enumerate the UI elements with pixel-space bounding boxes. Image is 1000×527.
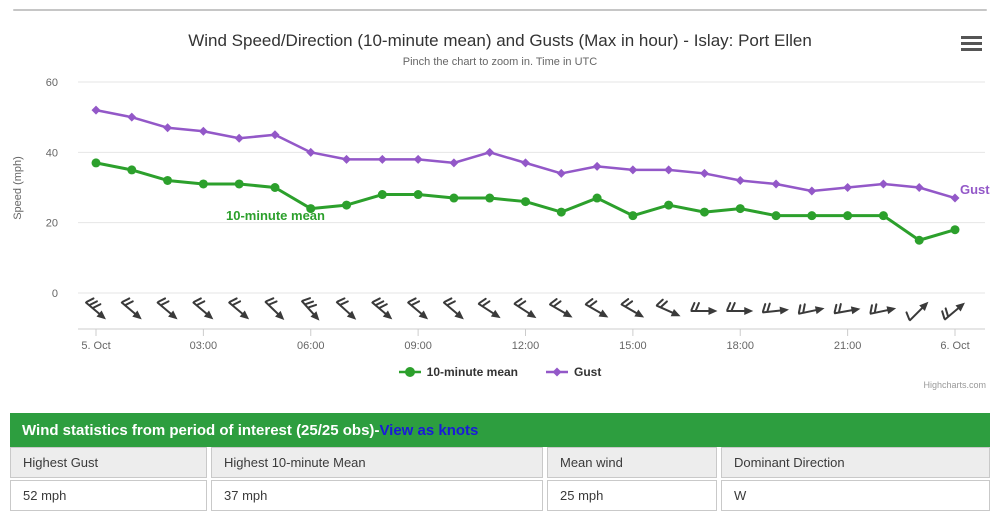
svg-text:03:00: 03:00 [190,340,218,352]
stats-bar: Wind statistics from period of interest … [10,413,990,447]
stats-separator: - [374,421,380,439]
chart-subtitle: Pinch the chart to zoom in. Time in UTC [402,56,598,68]
chart-title: Wind Speed/Direction (10-minute mean) an… [188,31,812,50]
gust-series-marker [546,367,568,377]
svg-text:0: 0 [52,288,58,300]
svg-text:5. Oct: 5. Oct [81,340,110,352]
chart-context-menu-button[interactable] [961,36,982,51]
stat-header-mean-wind: Mean wind [547,447,717,478]
svg-text:40: 40 [46,147,58,159]
svg-text:21:00: 21:00 [834,340,862,352]
top-divider [13,9,987,11]
hamburger-icon [961,36,982,39]
stats-heading: Wind statistics from period of interest … [22,421,375,439]
view-as-knots-link[interactable]: View as knots [379,421,479,439]
hamburger-icon [961,42,982,45]
stat-value-mean-wind: 25 mph [547,480,717,511]
legend-label: Gust [574,365,602,379]
x-axis-labels: 5. Oct 03:00 06:00 09:00 12:00 15:00 18:00 21:0… [81,329,970,352]
stat-value-highest-10-minute-mean: 37 mph [211,480,543,511]
wind-barbs [85,297,965,322]
chart-plot-area[interactable]: 0 20 40 60 Speed (mph) 5. Oct 03:00 06:00 09:00 1… [0,70,1000,360]
y-gridlines: 0 20 40 60 [46,77,985,300]
svg-text:60: 60 [46,77,58,89]
legend-item-gust[interactable]: Gust [546,365,601,379]
stat-header-dominant-direction: Dominant Direction [721,447,990,478]
stat-header-highest-gust: Highest Gust [10,447,207,478]
legend-label: 10-minute mean [426,365,518,379]
series-annotation: 10-minute mean [226,208,325,223]
stats-table: Highest Gust Highest 10-minute Mean Mean… [10,447,990,511]
series-annotation: Gust [960,182,990,197]
stat-value-dominant-direction: W [721,480,990,511]
mean-series-marker [398,367,421,377]
svg-text:18:00: 18:00 [726,340,754,352]
svg-text:15:00: 15:00 [619,340,647,352]
chart-legend: 10-minute mean Gust [0,365,1000,379]
y-axis-title: Speed (mph) [12,156,24,220]
stat-header-highest-10-minute-mean: Highest 10-minute Mean [211,447,543,478]
legend-item-10-minute-mean[interactable]: 10-minute mean [398,365,518,379]
svg-text:20: 20 [46,218,58,230]
svg-text:6. Oct: 6. Oct [940,340,969,352]
series-gust [91,105,960,203]
svg-text:12:00: 12:00 [512,340,540,352]
svg-text:06:00: 06:00 [297,340,325,352]
svg-text:09:00: 09:00 [404,340,432,352]
series-10-minute-mean [91,158,960,245]
stat-value-highest-gust: 52 mph [10,480,207,511]
highcharts-credit-link[interactable]: Highcharts.com [923,380,986,390]
hamburger-icon [961,48,982,51]
